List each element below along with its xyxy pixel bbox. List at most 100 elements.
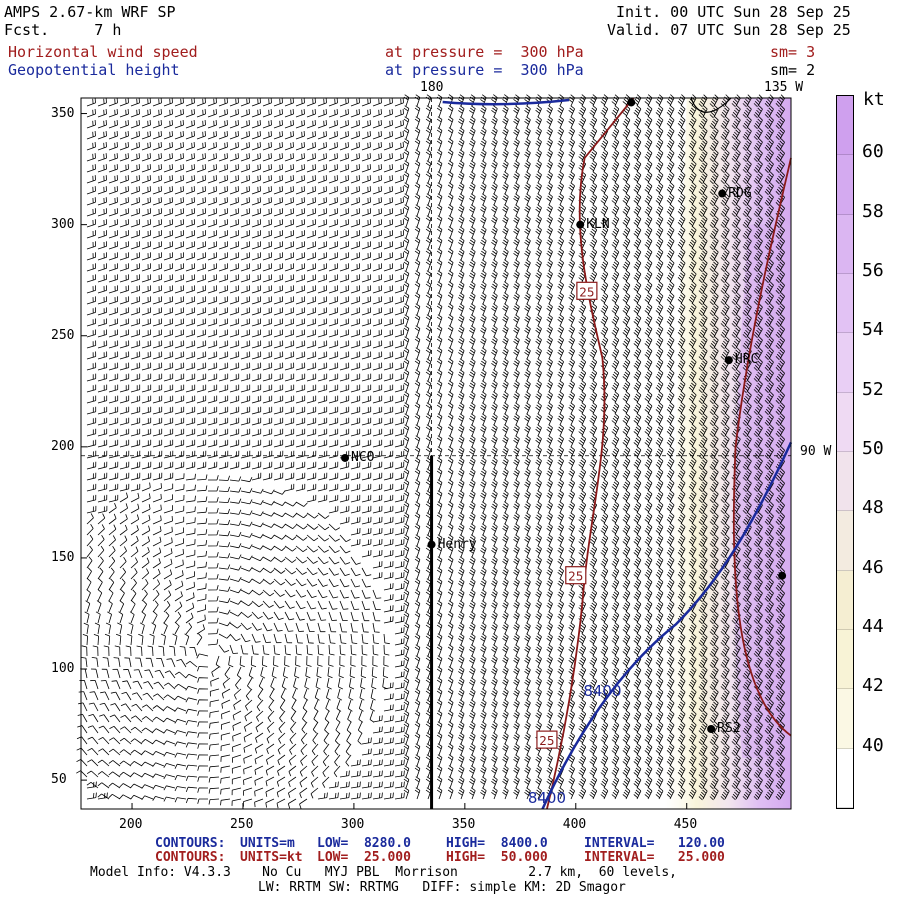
wind-barb: [524, 622, 531, 635]
wind-barb: [328, 792, 339, 800]
wind-barb: [414, 622, 421, 635]
wind-barb: [383, 781, 394, 789]
wind-barb: [731, 193, 741, 207]
wind-barb: [698, 787, 708, 801]
wind-barb: [753, 644, 763, 658]
wind-barb: [108, 461, 119, 470]
wind-barb: [731, 105, 741, 119]
wind-barb: [284, 362, 295, 371]
wind-barb: [655, 292, 664, 305]
wind-barb: [221, 688, 231, 699]
wind-barb: [300, 732, 308, 745]
wind-barb: [295, 483, 306, 492]
wind-barb: [243, 765, 253, 775]
wind-barb: [655, 270, 664, 283]
wind-barb: [113, 657, 121, 668]
wind-barb: [273, 600, 285, 609]
wind-barb: [666, 248, 675, 261]
wind-barb: [339, 130, 349, 140]
wind-barb: [425, 413, 432, 426]
wind-barb: [709, 226, 719, 240]
wind-barb: [394, 373, 405, 382]
wind-barb: [688, 589, 697, 602]
wind-barb: [229, 373, 240, 382]
wind-barb: [251, 230, 261, 239]
wind-barb: [753, 710, 763, 724]
wind-barb: [436, 578, 443, 591]
wind-barb: [513, 567, 520, 580]
wind-barb: [557, 248, 564, 261]
wind-barb: [709, 358, 719, 372]
wind-barb: [141, 482, 151, 492]
wind-barb: [611, 589, 620, 602]
wind-barb: [480, 556, 487, 569]
wind-barb: [130, 439, 141, 448]
wind-barb: [677, 303, 686, 316]
wind-barb: [644, 248, 653, 261]
wind-barb: [196, 518, 208, 525]
wind-barb: [633, 446, 642, 459]
wind-barb: [141, 164, 151, 173]
wind-barb: [130, 186, 140, 195]
wind-barb: [130, 503, 140, 514]
wind-barb: [383, 296, 393, 305]
wind-barb: [709, 94, 719, 108]
wind-barb: [197, 776, 209, 782]
wind-barb: [185, 153, 195, 162]
wind-barb: [688, 468, 697, 481]
wind-barb: [677, 248, 686, 261]
wind-barb: [480, 204, 487, 217]
wind-barb: [110, 691, 121, 701]
wind-barb: [403, 677, 410, 690]
wind-barb: [284, 450, 295, 459]
wind-barb: [350, 417, 361, 426]
wind-barb: [677, 149, 686, 162]
wind-barb: [731, 743, 741, 757]
wind-barb: [372, 726, 383, 734]
wind-barb: [677, 677, 686, 690]
wind-barb: [372, 241, 382, 250]
wind-barb: [436, 413, 443, 426]
wind-barb: [458, 336, 465, 349]
wind-barb: [447, 501, 454, 514]
wind-barb: [731, 369, 741, 383]
wind-barb: [383, 285, 393, 294]
wind-barb: [568, 325, 575, 338]
wind-barb: [196, 461, 207, 470]
wind-barb: [284, 318, 294, 327]
wind-barb: [163, 362, 174, 371]
wind-barb: [240, 395, 251, 404]
wind-barb: [557, 424, 564, 437]
wind-barb: [394, 671, 405, 679]
wind-barb: [295, 384, 306, 393]
wind-barb: [469, 787, 476, 800]
wind-barb: [130, 274, 140, 283]
wind-barb: [108, 450, 119, 459]
wind-barb: [666, 787, 675, 800]
wind-barb: [218, 564, 231, 570]
wind-barb: [469, 600, 476, 613]
wind-barb: [611, 127, 620, 140]
wind-barb: [383, 655, 389, 667]
wind-barb: [218, 542, 231, 548]
wind-barb: [306, 108, 316, 118]
wind-barb: [97, 241, 107, 250]
wind-barb: [578, 787, 587, 800]
wind-barb: [317, 274, 327, 283]
wind-barb: [469, 567, 476, 580]
wind-barb: [469, 754, 476, 767]
wind-barb: [600, 259, 609, 272]
wind-barb: [185, 285, 195, 294]
wind-barb: [284, 164, 294, 173]
wind-barb: [633, 391, 642, 404]
wind-barb: [447, 556, 454, 569]
wind-barb: [698, 358, 708, 372]
wind-barb: [469, 105, 476, 118]
wind-barb: [284, 197, 294, 206]
wind-barb: [97, 792, 108, 800]
station-marker: [341, 453, 350, 462]
wind-barb: [568, 644, 575, 657]
wind-barb: [655, 105, 664, 118]
wind-barb: [218, 373, 229, 382]
wind-barb: [299, 765, 308, 777]
